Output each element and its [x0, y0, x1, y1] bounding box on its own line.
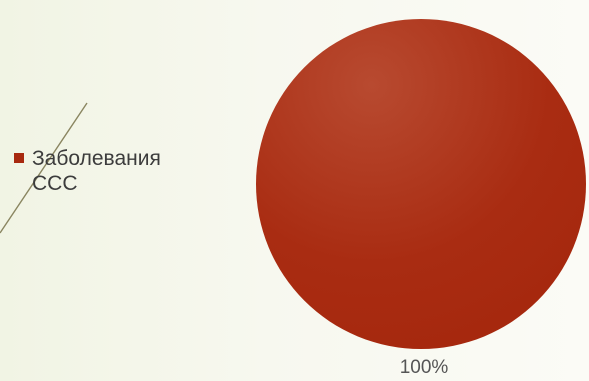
pie-slice — [256, 19, 586, 349]
legend-label: Заболевания ССС — [32, 147, 161, 195]
legend-swatch — [14, 153, 24, 163]
pie-slices — [256, 19, 586, 349]
pie-data-label: 100% — [399, 357, 449, 378]
